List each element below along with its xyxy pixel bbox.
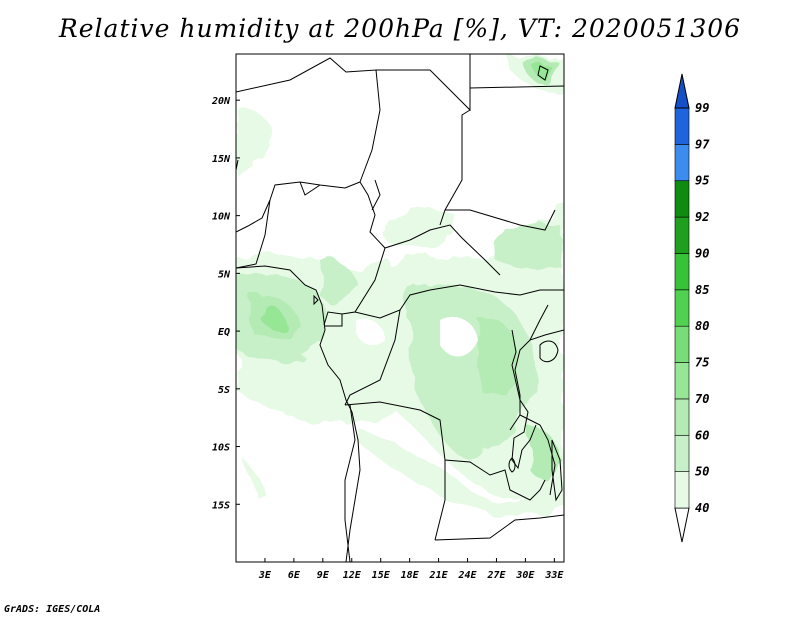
colorbar-segment [674,471,690,509]
colorbar-segment [674,253,690,291]
grads-credit: GrADS: IGES/COLA [4,604,101,615]
chart-title: Relative humidity at 200hPa [%], VT: 202… [58,14,742,43]
lon-tick-label: 33E [544,570,564,581]
colorbar-label: 80 [695,319,709,333]
lon-tick-label: 18E [401,570,420,581]
lon-tick-label: 24E [457,570,477,581]
lon-tick-label: 21E [429,570,449,581]
humidity-area [360,430,550,517]
humidity-area [530,429,562,479]
lon-tick-label: 3E [258,570,272,581]
colorbar-label: 85 [695,283,709,297]
humidity-area [245,460,270,502]
lon-tick-label: 27E [486,570,506,581]
lat-tick-label: 10S [212,443,230,454]
colorbar-label: 90 [695,246,709,260]
colorbar-label: 70 [695,392,709,406]
lat-tick-label: 15N [212,154,231,165]
colorbar-segment [674,216,690,254]
lon-tick-label: 9E [317,570,330,581]
lat-tick-label: EQ [218,327,230,338]
lat-tick-label: 15S [212,500,230,511]
lon-tick-label: 12E [343,570,362,581]
humidity-area [490,223,564,272]
colorbar-segment [674,362,690,400]
colorbar-segment [674,325,690,363]
clear-area [440,316,478,357]
lat-tick-label: 5S [218,385,230,396]
map-frame [235,53,565,563]
colorbar-label: 95 [695,174,709,188]
humidity-area [475,319,520,396]
colorbar-segment [674,289,690,327]
humidity-area [380,210,456,250]
humidity-area [262,304,285,330]
lon-tick-label: 30E [515,570,535,581]
colorbar-label: 60 [695,428,709,442]
colorbar-segment [674,144,690,182]
lat-tick-label: 5N [218,269,231,280]
colorbar-label: 97 [695,137,710,151]
colorbar-segment [674,434,690,472]
lat-tick-label: 20N [211,96,231,107]
colorbar-label: 99 [695,101,709,115]
colorbar-label: 75 [695,356,709,370]
colorbar-label: 40 [695,501,709,515]
colorbar-segment [674,398,690,436]
colorbar-label: 50 [695,465,709,479]
lon-tick-label: 15E [372,570,391,581]
colorbar-upper-arrow [674,73,690,109]
humidity-area [320,258,358,305]
latitude-axis: 20N 15N 10N 5N EQ 5S 10S 15S [211,96,240,511]
colorbar-lower-arrow [674,507,690,543]
humidity-shading [236,56,564,517]
clear-area [356,318,385,346]
humidity-area [236,108,275,175]
colorbar: 40 50 60 70 75 80 85 90 92 95 97 99 [674,73,710,543]
colorbar-segment [674,107,690,145]
lat-tick-label: 10N [212,212,231,223]
lon-tick-label: 6E [288,570,301,581]
country-borders [236,54,564,562]
coastlines [236,65,563,562]
colorbar-label: 92 [695,210,709,224]
longitude-axis: 3E 6E 9E 12E 15E 18E 21E 24E 27E 30E 33E [258,558,564,581]
colorbar-segment [674,180,690,218]
